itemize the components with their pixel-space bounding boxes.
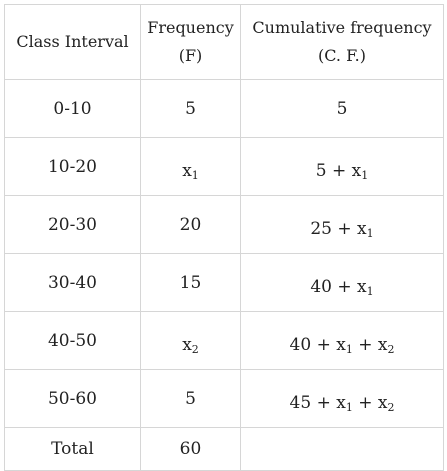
header-frequency: Frequency (F) [140, 4, 241, 80]
total-row: Total 60 [4, 427, 444, 471]
header-class-interval: Class Interval [4, 4, 141, 80]
frequency-table: Class Interval Frequency (F) Cumulative … [4, 4, 444, 471]
table-row: 20-30 20 25 + x1 [4, 195, 444, 254]
header-cumulative-frequency: Cumulative frequency (C. F.) [240, 4, 444, 80]
table-row: 40-50 x2 40 + x1 + x2 [4, 311, 444, 370]
class-interval-cell: 50-60 [4, 369, 141, 428]
class-interval-cell: 40-50 [4, 311, 141, 370]
cumulative-frequency-cell: 5 [240, 79, 444, 138]
frequency-cell: x1 [140, 137, 241, 196]
frequency-cell: x2 [140, 311, 241, 370]
cumulative-frequency-cell: 25 + x1 [240, 195, 444, 254]
frequency-cell: 15 [140, 253, 241, 312]
cumulative-frequency-cell: 40 + x1 + x2 [240, 311, 444, 370]
class-interval-cell: 30-40 [4, 253, 141, 312]
cumulative-frequency-cell: 5 + x1 [240, 137, 444, 196]
class-interval-cell: 0-10 [4, 79, 141, 138]
total-label: Total [4, 427, 141, 471]
frequency-cell: 20 [140, 195, 241, 254]
total-frequency: 60 [140, 427, 241, 471]
header-row: Class Interval Frequency (F) Cumulative … [4, 4, 444, 80]
table-row: 50-60 5 45 + x1 + x2 [4, 369, 444, 428]
class-interval-cell: 10-20 [4, 137, 141, 196]
class-interval-cell: 20-30 [4, 195, 141, 254]
table-row: 30-40 15 40 + x1 [4, 253, 444, 312]
table-row: 0-10 5 5 [4, 79, 444, 138]
table-row: 10-20 x1 5 + x1 [4, 137, 444, 196]
cumulative-frequency-cell: 45 + x1 + x2 [240, 369, 444, 428]
cumulative-frequency-cell: 40 + x1 [240, 253, 444, 312]
total-cumulative [240, 427, 444, 471]
frequency-cell: 5 [140, 79, 241, 138]
frequency-cell: 5 [140, 369, 241, 428]
